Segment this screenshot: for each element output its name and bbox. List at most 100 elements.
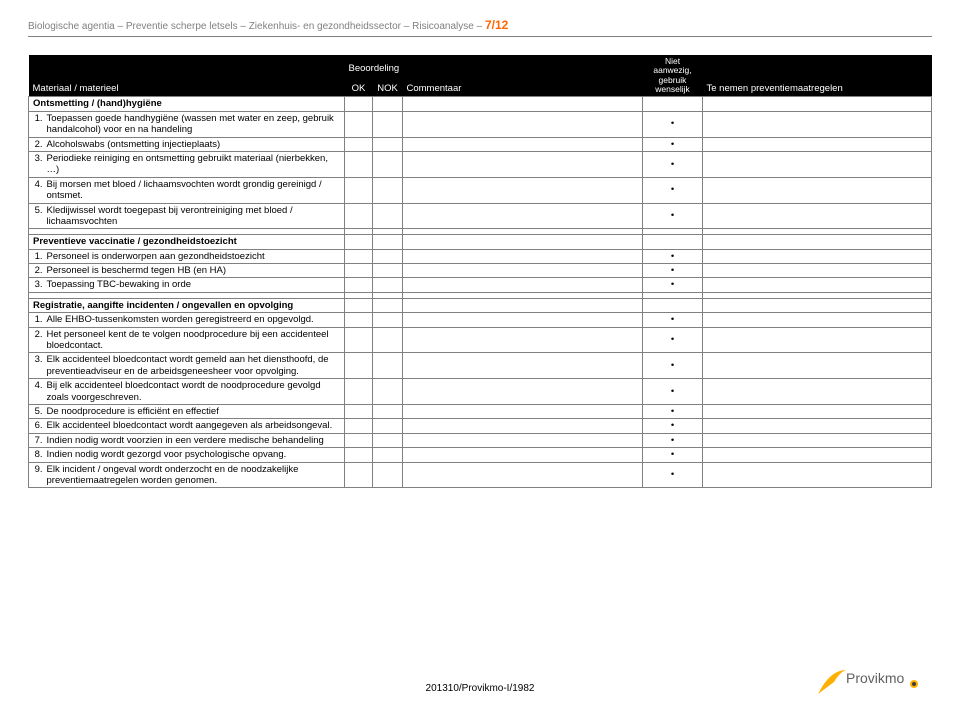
logo-text: Provikmo bbox=[846, 670, 904, 686]
cell bbox=[345, 235, 373, 249]
row-number: 9. bbox=[29, 462, 45, 488]
cell-prev[interactable] bbox=[703, 353, 932, 379]
cell-comment[interactable] bbox=[403, 462, 643, 488]
cell-comment[interactable] bbox=[403, 137, 643, 151]
section-title: Preventieve vaccinatie / gezondheidstoez… bbox=[29, 235, 345, 249]
cell-nok[interactable] bbox=[373, 249, 403, 263]
logo-dot-inner bbox=[912, 682, 916, 686]
cell-niet: • bbox=[643, 203, 703, 229]
cell-nok[interactable] bbox=[373, 448, 403, 462]
cell-ok[interactable] bbox=[345, 151, 373, 177]
cell-comment[interactable] bbox=[403, 278, 643, 292]
cell-prev[interactable] bbox=[703, 249, 932, 263]
cell-niet: • bbox=[643, 249, 703, 263]
cell-ok[interactable] bbox=[345, 177, 373, 203]
cell-comment[interactable] bbox=[403, 249, 643, 263]
cell-niet: • bbox=[643, 264, 703, 278]
cell-niet: • bbox=[643, 313, 703, 327]
cell-prev[interactable] bbox=[703, 151, 932, 177]
row-number: 7. bbox=[29, 433, 45, 447]
row-text: Indien nodig wordt gezorgd voor psycholo… bbox=[45, 448, 345, 462]
cell-ok[interactable] bbox=[345, 379, 373, 405]
cell-nok[interactable] bbox=[373, 327, 403, 353]
row-text: Personeel is beschermd tegen HB (en HA) bbox=[45, 264, 345, 278]
divider bbox=[28, 36, 932, 37]
cell-ok[interactable] bbox=[345, 327, 373, 353]
cell-comment[interactable] bbox=[403, 151, 643, 177]
cell-prev[interactable] bbox=[703, 111, 932, 137]
cell-comment[interactable] bbox=[403, 448, 643, 462]
cell-prev[interactable] bbox=[703, 313, 932, 327]
cell-comment[interactable] bbox=[403, 404, 643, 418]
cell-comment[interactable] bbox=[403, 111, 643, 137]
cell-prev[interactable] bbox=[703, 203, 932, 229]
table-body: Ontsmetting / (hand)hygiëne1.Toepassen g… bbox=[29, 97, 932, 488]
section-title: Registratie, aangifte incidenten / ongev… bbox=[29, 298, 345, 312]
row-number: 6. bbox=[29, 419, 45, 433]
logo-arc bbox=[818, 670, 846, 694]
cell-ok[interactable] bbox=[345, 313, 373, 327]
cell-nok[interactable] bbox=[373, 379, 403, 405]
cell-ok[interactable] bbox=[345, 448, 373, 462]
cell-nok[interactable] bbox=[373, 433, 403, 447]
row-number: 4. bbox=[29, 177, 45, 203]
cell-prev[interactable] bbox=[703, 278, 932, 292]
cell-prev[interactable] bbox=[703, 419, 932, 433]
row-text: Elk incident / ongeval wordt onderzocht … bbox=[45, 462, 345, 488]
cell-ok[interactable] bbox=[345, 111, 373, 137]
cell-prev[interactable] bbox=[703, 433, 932, 447]
cell-niet: • bbox=[643, 137, 703, 151]
cell-ok[interactable] bbox=[345, 203, 373, 229]
cell-comment[interactable] bbox=[403, 433, 643, 447]
cell bbox=[373, 235, 403, 249]
cell-nok[interactable] bbox=[373, 151, 403, 177]
cell-ok[interactable] bbox=[345, 433, 373, 447]
row-number: 1. bbox=[29, 111, 45, 137]
cell-nok[interactable] bbox=[373, 278, 403, 292]
cell-nok[interactable] bbox=[373, 111, 403, 137]
cell bbox=[703, 97, 932, 111]
cell-comment[interactable] bbox=[403, 313, 643, 327]
cell-prev[interactable] bbox=[703, 327, 932, 353]
section-title: Ontsmetting / (hand)hygiëne bbox=[29, 97, 345, 111]
cell-comment[interactable] bbox=[403, 419, 643, 433]
cell-nok[interactable] bbox=[373, 137, 403, 151]
cell-ok[interactable] bbox=[345, 462, 373, 488]
cell bbox=[345, 97, 373, 111]
cell-prev[interactable] bbox=[703, 404, 932, 418]
cell-prev[interactable] bbox=[703, 448, 932, 462]
row-number: 5. bbox=[29, 203, 45, 229]
cell-prev[interactable] bbox=[703, 462, 932, 488]
cell-ok[interactable] bbox=[345, 278, 373, 292]
cell-ok[interactable] bbox=[345, 137, 373, 151]
cell-comment[interactable] bbox=[403, 264, 643, 278]
cell-comment[interactable] bbox=[403, 353, 643, 379]
cell-niet: • bbox=[643, 177, 703, 203]
cell-prev[interactable] bbox=[703, 264, 932, 278]
breadcrumb-text: Biologische agentia – Preventie scherpe … bbox=[28, 21, 485, 32]
cell-ok[interactable] bbox=[345, 419, 373, 433]
cell-nok[interactable] bbox=[373, 462, 403, 488]
cell-nok[interactable] bbox=[373, 404, 403, 418]
cell-niet: • bbox=[643, 448, 703, 462]
cell-ok[interactable] bbox=[345, 249, 373, 263]
cell-prev[interactable] bbox=[703, 137, 932, 151]
cell-nok[interactable] bbox=[373, 264, 403, 278]
cell-prev[interactable] bbox=[703, 177, 932, 203]
cell-nok[interactable] bbox=[373, 177, 403, 203]
cell-ok[interactable] bbox=[345, 264, 373, 278]
cell-prev[interactable] bbox=[703, 379, 932, 405]
cell-nok[interactable] bbox=[373, 353, 403, 379]
row-number: 2. bbox=[29, 137, 45, 151]
cell-ok[interactable] bbox=[345, 404, 373, 418]
cell-comment[interactable] bbox=[403, 203, 643, 229]
row-number: 3. bbox=[29, 151, 45, 177]
cell-nok[interactable] bbox=[373, 419, 403, 433]
cell-ok[interactable] bbox=[345, 353, 373, 379]
cell-comment[interactable] bbox=[403, 327, 643, 353]
cell-comment[interactable] bbox=[403, 379, 643, 405]
cell-nok[interactable] bbox=[373, 203, 403, 229]
cell-nok[interactable] bbox=[373, 313, 403, 327]
cell-niet: • bbox=[643, 353, 703, 379]
cell-comment[interactable] bbox=[403, 177, 643, 203]
